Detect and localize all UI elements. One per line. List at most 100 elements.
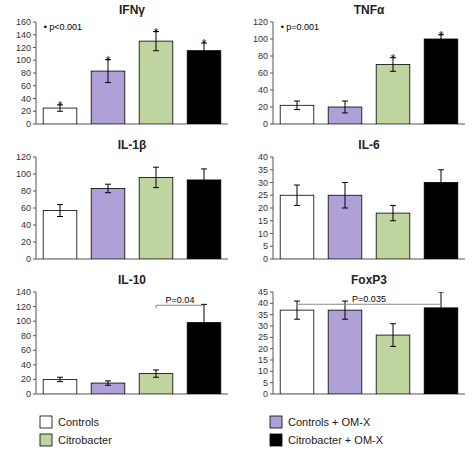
plot-area xyxy=(43,304,221,394)
y-tick-label: 25 xyxy=(258,332,268,342)
y-tick-label: 100 xyxy=(16,55,31,65)
error-bar xyxy=(153,370,159,377)
significance-star: * xyxy=(154,26,159,40)
legend-swatch xyxy=(270,434,282,446)
y-axis xyxy=(273,292,274,394)
error-bar xyxy=(390,324,396,347)
legend-label: Citrobacter xyxy=(58,434,112,446)
y-tick-label: 140 xyxy=(16,30,31,40)
bar xyxy=(424,39,458,124)
bar xyxy=(139,177,173,259)
y-tick-label: 160 xyxy=(16,17,31,27)
bar xyxy=(328,310,362,394)
panel-title: IL-6 xyxy=(358,138,380,152)
panel: TNFα020406080100120**• p=0.001 xyxy=(253,3,465,129)
y-tick-label: 80 xyxy=(258,51,268,61)
legend-swatch xyxy=(40,434,52,446)
significance-star: * xyxy=(58,99,63,113)
error-bar xyxy=(57,205,63,217)
y-tick-label: 60 xyxy=(258,68,268,78)
y-tick-label: 120 xyxy=(16,302,31,312)
y-tick-label: 20 xyxy=(258,344,268,354)
y-tick-label: 0 xyxy=(263,389,268,399)
error-bar xyxy=(342,101,348,113)
plot-area xyxy=(43,32,221,124)
y-tick-label: 5 xyxy=(263,241,268,251)
panel: IL-10020406080100120140P=0.04 xyxy=(16,273,228,399)
y-tick-label: 40 xyxy=(258,152,268,162)
y-tick-label: 120 xyxy=(253,17,268,27)
y-tick-label: 0 xyxy=(263,119,268,129)
y-tick-label: 25 xyxy=(258,190,268,200)
y-tick-label: 80 xyxy=(21,331,31,341)
bracket-label: P=0.04 xyxy=(166,295,195,305)
y-tick-label: 100 xyxy=(16,316,31,326)
y-tick-label: 0 xyxy=(263,254,268,264)
error-bar xyxy=(105,184,111,193)
legend-swatch xyxy=(270,416,282,428)
legend-label: Citrobacter + OM-X xyxy=(288,434,384,446)
error-bar xyxy=(438,292,444,324)
bar xyxy=(91,188,125,259)
y-tick-label: 0 xyxy=(26,254,31,264)
y-tick-label: 40 xyxy=(21,360,31,370)
y-tick-label: 0 xyxy=(26,119,31,129)
y-tick-label: 35 xyxy=(258,165,268,175)
y-tick-label: 60 xyxy=(21,203,31,213)
panel-title: IL-1β xyxy=(118,138,147,152)
bar xyxy=(280,310,314,394)
error-bar xyxy=(390,205,396,220)
y-tick-label: 40 xyxy=(21,220,31,230)
error-bar xyxy=(153,167,159,187)
plot-area xyxy=(280,292,458,394)
panel-title: IFNγ xyxy=(119,3,145,17)
panel: FoxP3051015202530354045P=0.035 xyxy=(258,273,465,399)
y-tick-label: 15 xyxy=(258,355,268,365)
significance-star: * xyxy=(202,37,207,51)
y-tick-label: 120 xyxy=(16,43,31,53)
panel: IL-1β020406080100120 xyxy=(16,138,228,264)
plot-area xyxy=(280,35,458,124)
significance-star: * xyxy=(106,54,111,68)
error-bar xyxy=(201,169,207,191)
panel-title: TNFα xyxy=(354,3,385,17)
y-tick-label: 80 xyxy=(21,68,31,78)
figure: IFNγ020406080100120140160****• p<0.001TN… xyxy=(0,0,474,457)
error-bar xyxy=(342,183,348,209)
error-bar xyxy=(57,377,63,381)
y-tick-label: 60 xyxy=(21,345,31,355)
y-tick-label: 45 xyxy=(258,287,268,297)
y-axis xyxy=(273,157,274,259)
bracket-label: P=0.035 xyxy=(352,294,386,304)
significance-star: * xyxy=(391,52,396,66)
y-axis xyxy=(36,292,37,394)
y-tick-label: 40 xyxy=(258,298,268,308)
y-tick-label: 40 xyxy=(258,85,268,95)
legend: ControlsControls + OM-XCitrobacterCitrob… xyxy=(40,416,384,446)
bar xyxy=(43,211,77,259)
y-tick-label: 20 xyxy=(258,102,268,112)
bar xyxy=(43,379,77,394)
y-tick-label: 20 xyxy=(21,237,31,247)
y-tick-label: 30 xyxy=(258,321,268,331)
bar xyxy=(139,41,173,124)
y-tick-label: 10 xyxy=(258,229,268,239)
y-tick-label: 20 xyxy=(21,106,31,116)
plot-area xyxy=(280,170,458,259)
bar xyxy=(376,65,410,125)
y-tick-label: 60 xyxy=(21,81,31,91)
y-tick-label: 5 xyxy=(263,378,268,388)
panel-title: FoxP3 xyxy=(351,273,387,287)
y-tick-label: 120 xyxy=(16,152,31,162)
error-bar xyxy=(201,304,207,340)
y-tick-label: 40 xyxy=(21,94,31,104)
error-bar xyxy=(438,170,444,196)
y-axis xyxy=(36,157,37,259)
y-tick-label: 100 xyxy=(16,169,31,179)
error-bar xyxy=(294,185,300,205)
significance-star: * xyxy=(439,29,444,43)
y-tick-label: 10 xyxy=(258,366,268,376)
error-bar xyxy=(105,381,111,385)
y-tick-label: 20 xyxy=(258,203,268,213)
legend-label: Controls xyxy=(58,416,99,428)
